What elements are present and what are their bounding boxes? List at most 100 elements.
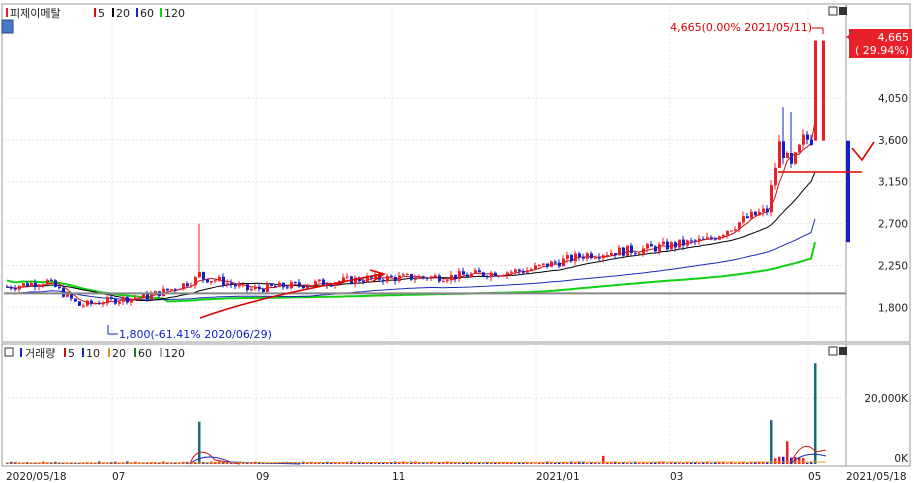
volume-moving-averages [5, 445, 827, 465]
legend-ma5: 5 [98, 7, 105, 20]
candle-body [670, 242, 673, 250]
volume-bar [30, 463, 33, 464]
volume-bar [458, 462, 461, 464]
candle-body [538, 264, 541, 266]
volume-bar [750, 461, 753, 464]
volume-bar [798, 457, 801, 464]
volume-bar [338, 462, 341, 464]
candle-body [166, 288, 169, 291]
volume-bar [422, 463, 425, 464]
candle-body [726, 230, 729, 236]
candle-body [446, 280, 449, 282]
volume-bar [782, 456, 785, 464]
volume-bar [574, 462, 577, 464]
volume-bar [666, 463, 669, 464]
candle-body [134, 297, 137, 299]
candle-body [706, 237, 709, 239]
candle-body [310, 285, 313, 287]
x-axis: 2020/05/18 07 09 11 2021/01 03 05 2021/0… [6, 471, 907, 483]
volume-bar [622, 462, 625, 464]
candle-body [634, 252, 637, 254]
candle-body [550, 261, 553, 267]
legend-vol5: 5 [68, 347, 75, 360]
candle-body [10, 286, 13, 289]
candle-body [786, 153, 789, 159]
candle-body [610, 253, 613, 256]
price-pointer [846, 32, 853, 42]
candle-body [522, 271, 525, 273]
volume-bar [558, 462, 561, 464]
volume-tick-0k: 0K [894, 453, 909, 465]
volume-bar [778, 456, 781, 464]
candle-body [58, 286, 61, 289]
candle-body [46, 279, 49, 285]
candle-body [814, 40, 817, 141]
candle-body [798, 144, 801, 153]
volume-bar [770, 420, 773, 464]
candle-body [238, 284, 241, 287]
candle-body [178, 289, 181, 291]
candle-body [282, 282, 285, 288]
price-tick-label: 3,150 [878, 177, 908, 189]
candle-body [574, 253, 577, 262]
candle-body [586, 253, 589, 259]
volume-bar [330, 462, 333, 464]
volume-bar [586, 463, 589, 464]
legend-ma120: 120 [164, 7, 185, 20]
volume-panel-icon[interactable] [4, 347, 14, 357]
candle-body [822, 40, 825, 141]
volume-bar [730, 462, 733, 464]
volume-panel-close-button[interactable] [839, 347, 847, 355]
volume-bar [762, 461, 765, 464]
candle-body [594, 257, 597, 259]
candle-body [558, 262, 561, 267]
candle-body [394, 276, 397, 282]
candle-body [758, 211, 761, 216]
candle-body [198, 271, 201, 278]
volume-bar [138, 463, 141, 464]
candle-body [738, 222, 741, 230]
chart-type-icon[interactable] [1, 19, 14, 34]
candle-body [526, 270, 529, 273]
volume-bar [314, 462, 317, 464]
grid [4, 6, 846, 464]
candle-body [270, 283, 273, 286]
volume-bar [318, 462, 321, 464]
volume-bar [706, 461, 709, 464]
candle-body [666, 241, 669, 250]
volume-bar [434, 463, 437, 464]
legend-swatch-ma5 [94, 8, 96, 17]
volume-bar [530, 463, 533, 464]
price-panel-minimize-button[interactable] [828, 6, 838, 16]
candle-body [506, 272, 509, 276]
candle-body [94, 303, 97, 305]
candle-body [686, 240, 689, 246]
candle-body [458, 271, 461, 279]
volume-bar [146, 463, 149, 464]
candle-body [314, 281, 317, 286]
volume-bar [66, 463, 69, 464]
volume-panel-minimize-button[interactable] [828, 346, 838, 356]
candle-body [386, 275, 389, 282]
volume-bar [474, 462, 477, 464]
candle-body [358, 277, 361, 282]
legend-swatch-ma60 [136, 8, 138, 17]
candle-body [74, 298, 77, 302]
volume-bar [630, 463, 633, 464]
volume-bar [626, 462, 629, 464]
candle-body [426, 277, 429, 279]
candle-body [354, 277, 357, 284]
volume-bar [378, 463, 381, 464]
candle-body [294, 282, 297, 284]
volume-bar [506, 462, 509, 464]
candle-body [114, 298, 117, 304]
volume-bar [166, 463, 169, 464]
candle-body [274, 285, 277, 287]
volume-bar [522, 462, 525, 464]
volume-bar [670, 462, 673, 464]
price-tick-label: 2,700 [878, 219, 908, 231]
candle-body [554, 261, 557, 263]
volume-bar [562, 461, 565, 464]
price-panel-close-button[interactable] [839, 7, 847, 15]
